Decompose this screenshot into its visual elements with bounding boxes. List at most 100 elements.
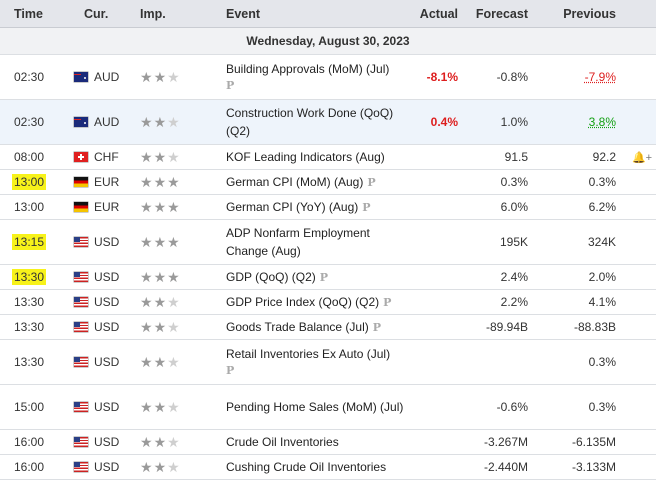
star-empty-icon: ★ [167, 293, 181, 310]
header-importance[interactable]: Imp. [132, 0, 222, 28]
forecast-value: 2.4% [468, 264, 540, 290]
preliminary-icon[interactable]: P [372, 320, 382, 334]
star-icon: ★ [167, 268, 181, 285]
table-row[interactable]: 16:00 USD ★★★ Crude Oil Inventories -3.2… [0, 429, 656, 455]
event-link[interactable]: ADP Nonfarm Employment Change (Aug) [226, 226, 370, 258]
table-row[interactable]: 13:30 USD ★★★ Retail Inventories Ex Auto… [0, 339, 656, 385]
event-link[interactable]: Crude Oil Inventories [226, 435, 339, 449]
table-row[interactable]: 02:30 AUD ★★★ Building Approvals (MoM) (… [0, 54, 656, 100]
table-row[interactable]: 13:00 EUR ★★★ German CPI (MoM) (Aug) P 0.… [0, 169, 656, 195]
event-link[interactable]: German CPI (MoM) (Aug) [226, 174, 364, 189]
forecast-value: -3.267M [468, 429, 540, 455]
star-icon: ★ [140, 458, 154, 475]
importance-stars: ★★★ [132, 384, 222, 430]
actual-value [410, 384, 468, 430]
preliminary-icon[interactable]: P [226, 364, 235, 377]
importance-stars: ★★★ [132, 219, 222, 265]
currency-code: USD [94, 235, 120, 249]
star-icon: ★ [153, 233, 168, 250]
previous-value: -6.135M [540, 429, 628, 455]
usa-flag-icon [74, 322, 88, 332]
currency-code: USD [94, 400, 120, 414]
date-label: Wednesday, August 30, 2023 [0, 27, 656, 55]
header-event[interactable]: Event [222, 0, 410, 28]
table-row[interactable]: 15:00 USD ★★★ Pending Home Sales (MoM) (… [0, 384, 656, 430]
table-row[interactable]: 13:15 USD ★★★ ADP Nonfarm Employment Cha… [0, 219, 656, 265]
event-link[interactable]: Goods Trade Balance (Jul) [226, 319, 369, 334]
header-actual[interactable]: Actual [410, 0, 468, 28]
star-icon: ★ [140, 353, 154, 370]
usa-flag-icon [74, 272, 88, 282]
preliminary-icon[interactable]: P [226, 79, 235, 92]
table-row[interactable]: 13:00 EUR ★★★ German CPI (YoY) (Aug) P 6.… [0, 194, 656, 220]
importance-stars: ★★★ [132, 194, 222, 220]
event-link[interactable]: Pending Home Sales (MoM) (Jul) [226, 400, 404, 414]
event-time: 13:30 [14, 295, 45, 309]
previous-value: 4.1% [540, 289, 628, 315]
header-forecast[interactable]: Forecast [468, 0, 540, 28]
importance-stars: ★★★ [132, 339, 222, 385]
currency-code: USD [94, 295, 120, 309]
australia-flag-icon [74, 117, 88, 127]
preliminary-icon[interactable]: P [383, 295, 392, 309]
previous-value: 92.2 [540, 144, 628, 170]
event-link[interactable]: Construction Work Done (QoQ) (Q2) [226, 106, 394, 138]
usa-flag-icon [74, 237, 88, 247]
currency-code: USD [94, 270, 120, 284]
currency-code: USD [94, 320, 120, 334]
event-link[interactable]: KOF Leading Indicators (Aug) [226, 150, 385, 164]
preliminary-icon[interactable]: P [367, 175, 376, 189]
table-row[interactable]: 08:00 CHF ★★★ KOF Leading Indicators (Au… [0, 144, 656, 170]
event-link[interactable]: German CPI (YoY) (Aug) [226, 199, 359, 214]
actual-value [410, 264, 468, 290]
event-time: 13:30 [14, 320, 45, 334]
header-currency[interactable]: Cur. [68, 0, 132, 28]
previous-value: 6.2% [540, 194, 628, 220]
table-row[interactable]: 02:30 AUD ★★★ Construction Work Done (Qo… [0, 99, 656, 145]
importance-stars: ★★★ [132, 264, 222, 290]
event-link[interactable]: GDP (QoQ) (Q2) [226, 269, 316, 284]
event-time: 13:00 [12, 174, 47, 190]
importance-stars: ★★★ [132, 54, 222, 100]
importance-stars: ★★★ [132, 314, 222, 340]
star-icon: ★ [167, 198, 181, 215]
event-time: 13:30 [12, 269, 47, 285]
event-link[interactable]: GDP Price Index (QoQ) (Q2) [226, 294, 380, 309]
usa-flag-icon [74, 462, 88, 472]
event-link[interactable]: Building Approvals (MoM) (Jul) [226, 62, 390, 76]
previous-value[interactable]: -7.9% [584, 70, 616, 84]
star-icon: ★ [153, 148, 168, 165]
importance-stars: ★★★ [132, 454, 222, 480]
table-row[interactable]: 13:30 USD ★★★ GDP (QoQ) (Q2) P 2.4% 2.0% [0, 264, 656, 290]
previous-value: -88.83B [540, 314, 628, 340]
currency-code: CHF [94, 150, 119, 164]
header-time[interactable]: Time [0, 0, 68, 28]
germany-flag-icon [74, 202, 88, 212]
bell-alert-icon[interactable]: 🔔+ [628, 144, 656, 170]
table-row[interactable]: 13:30 USD ★★★ Goods Trade Balance (Jul) P… [0, 314, 656, 340]
currency-code: AUD [94, 70, 120, 84]
event-time: 08:00 [14, 150, 45, 164]
germany-flag-icon [74, 177, 88, 187]
actual-value: 0.4% [430, 115, 458, 129]
event-link[interactable]: Cushing Crude Oil Inventories [226, 460, 387, 474]
table-row[interactable]: 13:30 USD ★★★ GDP Price Index (QoQ) (Q2)… [0, 289, 656, 315]
forecast-value: -0.8% [468, 54, 540, 100]
star-icon: ★ [153, 198, 168, 215]
currency-code: USD [94, 355, 120, 369]
header-previous[interactable]: Previous [540, 0, 628, 28]
star-empty-icon: ★ [167, 353, 181, 370]
star-empty-icon: ★ [167, 318, 181, 335]
star-icon: ★ [153, 293, 168, 310]
table-row[interactable]: 16:00 USD ★★★ Cushing Crude Oil Inventor… [0, 454, 656, 480]
forecast-value: 6.0% [468, 194, 540, 220]
star-icon: ★ [140, 268, 154, 285]
currency-code: EUR [94, 175, 120, 189]
previous-value[interactable]: 3.8% [588, 115, 616, 129]
preliminary-icon[interactable]: P [319, 270, 329, 284]
event-link[interactable]: Retail Inventories Ex Auto (Jul) [226, 347, 391, 361]
preliminary-icon[interactable]: P [362, 200, 371, 214]
star-icon: ★ [153, 433, 168, 450]
star-icon: ★ [140, 233, 154, 250]
